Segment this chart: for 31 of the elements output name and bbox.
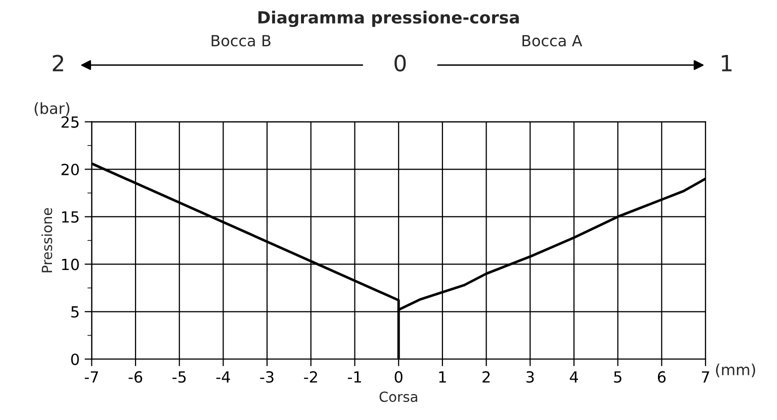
x-tick-label: -4 [216,371,230,383]
x-axis-title: Corsa [380,391,418,402]
text: (mm) [716,364,756,378]
x-tick-label: 4 [570,371,578,383]
x-tick-label: 0 [394,371,402,383]
y-tick-label: 5 [71,306,79,318]
x-tick-label: -7 [84,371,98,383]
y-tick-label: 10 [62,258,79,270]
text: Bocca A [522,35,582,46]
y-tick-label: 20 [62,164,79,176]
text: 2 [52,54,64,72]
x-tick-label: 2 [482,371,490,383]
text: (bar) [34,102,70,116]
x-tick-label: -1 [348,371,361,383]
y-tick-label: 25 [62,116,79,128]
y-tick-label: 15 [62,211,79,223]
chart-title: Diagramma pressione-corsa [258,10,519,28]
x-tick-label: 5 [614,371,622,383]
x-tick-label: -6 [128,371,142,383]
x-tick-label: 1 [439,371,446,383]
x-tick-label: -2 [304,371,317,383]
text: 1 [722,55,732,72]
x-tick-label: -3 [260,371,274,383]
x-tick-label: 6 [658,371,666,383]
x-tick-label: 7 [702,371,710,383]
x-tick-label: -5 [172,371,186,383]
x-tick-label: 3 [526,371,534,383]
text: Bocca B [212,35,270,46]
y-axis-title: Pressione [41,208,52,272]
text: 0 [394,54,406,72]
y-tick-label: 0 [71,354,79,366]
